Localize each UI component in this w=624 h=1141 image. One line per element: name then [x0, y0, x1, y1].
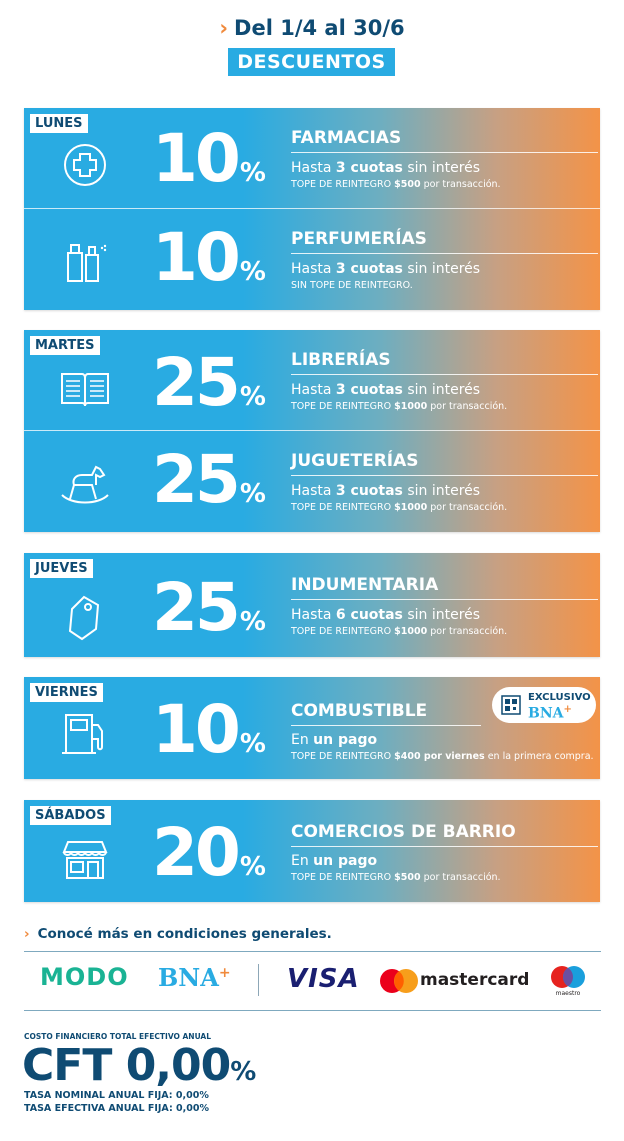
mastercard-logo: mastercard — [420, 970, 530, 990]
refund-cap-text: TOPE DE REINTEGRO $1000 por transacción. — [291, 401, 508, 412]
storefront-icon — [58, 832, 112, 886]
divider — [24, 951, 601, 952]
modo-logo: MODO — [40, 963, 129, 991]
clothing-tag-icon — [58, 591, 112, 645]
category-title: PERFUMERÍAS — [291, 229, 427, 249]
conditions-link[interactable]: › Conocé más en condiciones generales. — [24, 926, 332, 942]
payment-text: En un pago — [291, 853, 378, 869]
open-book-icon — [58, 362, 112, 416]
discount-row: 20% COMERCIOS DE BARRIO En un pago TOPE … — [24, 800, 600, 902]
installments-text: Hasta 6 cuotas sin interés — [291, 607, 481, 623]
installments-text: Hasta 3 cuotas sin interés — [291, 382, 481, 398]
perfume-bottles-icon — [58, 233, 112, 287]
day-label: MARTES — [30, 336, 100, 355]
day-block-viernes: VIERNES EXCLUSIVO BNA+ 10% COMBUSTIBLE E… — [24, 677, 600, 779]
mastercard-circles-icon — [379, 968, 419, 994]
divider — [291, 253, 598, 254]
maestro-logo: maestro — [548, 964, 588, 998]
cft-label: COSTO FINANCIERO TOTAL EFECTIVO ANUAL — [24, 1032, 212, 1041]
divider — [291, 846, 598, 847]
category-title: JUGUETERÍAS — [291, 451, 419, 471]
day-label: SÁBADOS — [30, 806, 111, 825]
rocking-horse-icon — [58, 455, 112, 509]
installments-text: Hasta 3 cuotas sin interés — [291, 261, 481, 277]
discount-row: 10% FARMACIAS Hasta 3 cuotas sin interés… — [24, 108, 600, 208]
category-title: FARMACIAS — [291, 128, 402, 148]
pharmacy-cross-icon — [58, 138, 112, 192]
discount-percent: 20% — [152, 814, 266, 891]
chevron-right-icon: › — [24, 926, 30, 942]
day-block-jueves: JUEVES 25% INDUMENTARIA Hasta 6 cuotas s… — [24, 553, 600, 657]
visa-logo: VISA — [287, 964, 360, 994]
tna-text: TASA NOMINAL ANUAL FIJA: 0,00% — [24, 1090, 209, 1101]
fuel-pump-icon — [58, 707, 112, 761]
page-title: DESCUENTOS — [228, 48, 395, 76]
exclusive-bna-badge: EXCLUSIVO BNA+ — [492, 687, 596, 723]
chevron-right-icon: › — [219, 16, 229, 40]
discount-percent: 10% — [152, 691, 266, 768]
day-label: LUNES — [30, 114, 88, 133]
divider — [291, 599, 598, 600]
category-title: LIBRERÍAS — [291, 350, 391, 370]
day-label: VIERNES — [30, 683, 103, 702]
bna-plus-logo: BNA+ — [158, 963, 231, 992]
exclusive-label: EXCLUSIVO — [528, 692, 591, 703]
discount-percent: 25% — [152, 441, 266, 518]
installments-text: Hasta 3 cuotas sin interés — [291, 160, 481, 176]
qr-code-icon — [501, 695, 521, 715]
day-block-lunes: LUNES 10% FARMACIAS Hasta 3 cuotas sin i… — [24, 108, 600, 310]
discount-percent: 10% — [152, 120, 266, 197]
discount-percent: 25% — [152, 569, 266, 646]
discount-row: 25% INDUMENTARIA Hasta 6 cuotas sin inte… — [24, 553, 600, 657]
refund-cap-text: TOPE DE REINTEGRO $1000 por transacción. — [291, 502, 508, 513]
refund-cap-text: TOPE DE REINTEGRO $500 por transacción. — [291, 872, 501, 883]
category-title: COMBUSTIBLE — [291, 701, 428, 721]
payment-text: En un pago — [291, 732, 378, 748]
discount-percent: 25% — [152, 344, 266, 421]
divider — [24, 1010, 601, 1011]
cft-value: CFT 0,00% — [22, 1040, 256, 1091]
date-range: › Del 1/4 al 30/6 — [0, 16, 624, 40]
divider — [291, 725, 481, 726]
category-title: COMERCIOS DE BARRIO — [291, 822, 516, 842]
day-label: JUEVES — [30, 559, 93, 578]
refund-cap-text: TOPE DE REINTEGRO $400 por viernes en la… — [291, 751, 594, 762]
category-title: INDUMENTARIA — [291, 575, 439, 595]
discount-row: 10% PERFUMERÍAS Hasta 3 cuotas sin inter… — [24, 209, 600, 310]
discount-row: 25% LIBRERÍAS Hasta 3 cuotas sin interés… — [24, 330, 600, 430]
divider — [291, 374, 598, 375]
tea-text: TASA EFECTIVA ANUAL FIJA: 0,00% — [24, 1103, 210, 1114]
refund-cap-text: TOPE DE REINTEGRO $500 por transacción. — [291, 179, 501, 190]
day-block-sabados: SÁBADOS 20% COMERCIOS DE BARRIO En un pa… — [24, 800, 600, 902]
discount-row: 25% JUGUETERÍAS Hasta 3 cuotas sin inter… — [24, 431, 600, 532]
logo-divider — [258, 964, 259, 996]
discount-row: 10% COMBUSTIBLE En un pago TOPE DE REINT… — [24, 677, 600, 779]
divider — [291, 475, 598, 476]
date-range-text: Del 1/4 al 30/6 — [234, 16, 405, 40]
refund-cap-text: TOPE DE REINTEGRO $1000 por transacción. — [291, 626, 508, 637]
divider — [291, 152, 598, 153]
exclusive-brand: BNA+ — [528, 704, 572, 722]
row-divider — [24, 430, 600, 431]
installments-text: Hasta 3 cuotas sin interés — [291, 483, 481, 499]
discount-percent: 10% — [152, 219, 266, 296]
refund-cap-text: SIN TOPE DE REINTEGRO. — [291, 280, 413, 291]
maestro-text: maestro — [555, 990, 581, 997]
row-divider — [24, 208, 600, 209]
day-block-martes: MARTES 25% LIBRERÍAS Hasta 3 cuotas sin … — [24, 330, 600, 532]
